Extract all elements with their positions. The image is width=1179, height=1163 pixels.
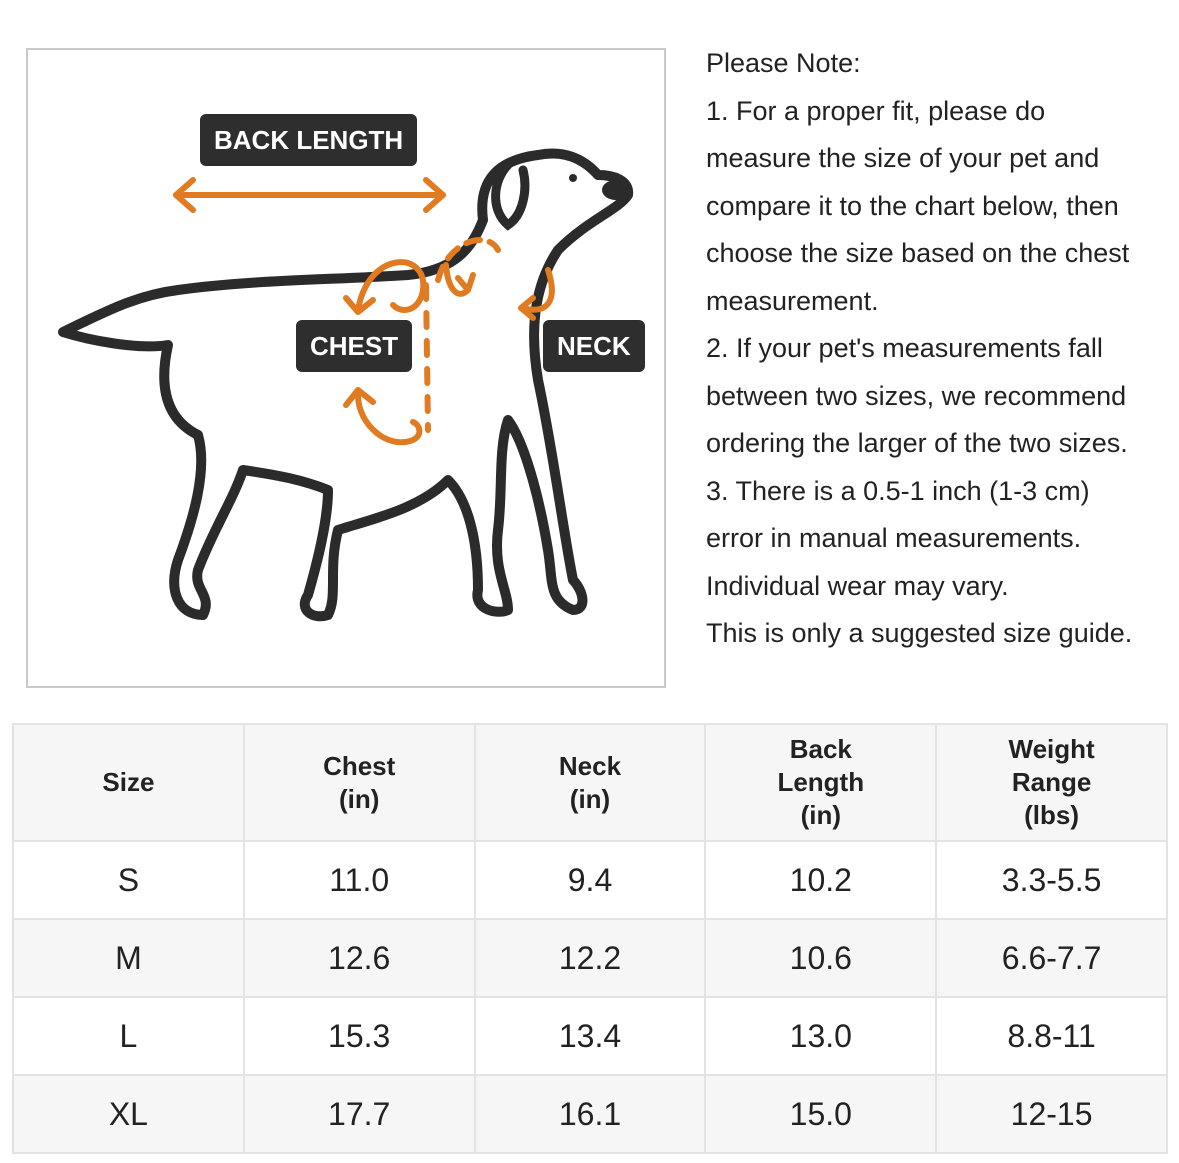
dog-measurement-diagram: BACK LENGTH CHEST NECK: [26, 48, 666, 688]
note-line: compare it to the chart below, then: [706, 190, 1119, 221]
cell-neck: 9.4: [473, 840, 707, 920]
cell-back-length: 15.0: [704, 1074, 938, 1154]
cell-chest: 17.7: [242, 1074, 476, 1154]
chest-label: CHEST: [296, 320, 413, 372]
back-length-arrow: [173, 177, 446, 213]
header-neck: Neck (in): [473, 723, 707, 842]
cell-size: M: [12, 918, 245, 998]
header-size: Size: [12, 723, 245, 842]
note-line: choose the size based on the chest: [706, 238, 1130, 268]
cell-back-length: 10.2: [704, 840, 938, 920]
dog-ear: [491, 160, 530, 231]
cell-weight-range: 6.6-7.7: [935, 918, 1168, 998]
size-chart-table: Size Chest (in) Neck (in) Back Length (i…: [12, 723, 1168, 1154]
dog-outline: [58, 148, 634, 622]
note-line: measurement.: [706, 285, 879, 316]
neck-label: NECK: [543, 320, 645, 372]
note-line: ordering the larger of the two sizes.: [706, 428, 1128, 458]
note-line: Please Note:: [706, 48, 861, 78]
header-weight-range: Weight Range (lbs): [935, 723, 1168, 842]
neck-arrows: [435, 237, 555, 321]
dog-outline-illustration: [58, 148, 634, 622]
note-line: 2. If your pet's measurements fall: [706, 333, 1103, 363]
table-row: L 15.3 13.4 13.0 8.8-11: [12, 996, 1168, 1076]
size-note: Please Note: 1. For a proper fit, please…: [706, 40, 1176, 658]
note-line: This is only a suggested size guide.: [706, 618, 1133, 648]
cell-back-length: 13.0: [704, 996, 938, 1076]
dog-nose: [602, 180, 630, 200]
dog-eye: [569, 174, 577, 182]
table-row: XL 17.7 16.1 15.0 12-15: [12, 1074, 1168, 1154]
cell-neck: 16.1: [473, 1074, 707, 1154]
note-line: error in manual measurements.: [706, 523, 1082, 553]
cell-chest: 15.3: [242, 996, 476, 1076]
cell-size: L: [12, 996, 245, 1076]
note-line: between two sizes, we recommend: [706, 380, 1127, 411]
cell-weight-range: 12-15: [935, 1074, 1168, 1154]
table-row: M 12.6 12.2 10.6 6.6-7.7: [12, 918, 1168, 998]
cell-size: S: [12, 840, 245, 920]
cell-chest: 12.6: [242, 918, 476, 998]
cell-back-length: 10.6: [704, 918, 938, 998]
header-back-length: Back Length (in): [704, 723, 938, 842]
table-row: S 11.0 9.4 10.2 3.3-5.5: [12, 840, 1168, 920]
note-line: measure the size of your pet and: [706, 143, 1100, 173]
table-header-row: Size Chest (in) Neck (in) Back Length (i…: [12, 723, 1168, 842]
cell-neck: 13.4: [473, 996, 707, 1076]
cell-chest: 11.0: [242, 840, 476, 920]
cell-weight-range: 8.8-11: [935, 996, 1168, 1076]
cell-weight-range: 3.3-5.5: [935, 840, 1168, 920]
chest-arrows: [343, 259, 431, 446]
note-line: 3. There is a 0.5-1 inch (1-3 cm): [706, 475, 1090, 506]
note-line: Individual wear may vary.: [706, 570, 1009, 601]
note-line: 1. For a proper fit, please do: [706, 95, 1046, 126]
cell-neck: 12.2: [473, 918, 707, 998]
back-length-label: BACK LENGTH: [200, 114, 418, 166]
header-chest: Chest (in): [242, 723, 476, 842]
cell-size: XL: [12, 1074, 245, 1154]
